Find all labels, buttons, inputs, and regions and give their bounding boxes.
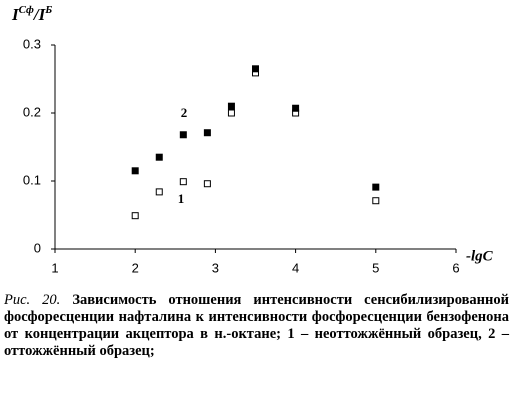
data-point bbox=[179, 131, 187, 139]
data-point bbox=[252, 65, 259, 73]
caption: Рис. 20. Зависимость отношения интенсивн… bbox=[4, 292, 509, 360]
data-point bbox=[292, 104, 300, 112]
caption-label: Рис. 20. bbox=[4, 292, 61, 308]
y-label-part: Сф bbox=[19, 4, 34, 16]
data-point bbox=[372, 183, 380, 191]
data-point bbox=[155, 153, 163, 161]
y-tick-label: 0.2 bbox=[23, 104, 41, 119]
caption-text: Зависимость отношения интенсивности сенс… bbox=[4, 292, 509, 359]
data-point bbox=[203, 129, 211, 137]
y-tick-label: 0.3 bbox=[23, 36, 41, 51]
x-tick-label: 4 bbox=[292, 260, 299, 275]
y-axis-label: IСф/IБ bbox=[11, 4, 52, 24]
data-point bbox=[227, 109, 235, 117]
y-tick-label: 0.1 bbox=[23, 172, 41, 187]
data-point bbox=[372, 197, 380, 205]
chart: IСф/IБ -lgC 0 0.1 0.2 0.3 1 2 3 4 5 6 1 2 bbox=[11, 4, 494, 276]
y-label-part: Б bbox=[44, 4, 52, 16]
x-tick-label: 2 bbox=[132, 260, 139, 275]
data-point bbox=[131, 167, 139, 175]
data-point bbox=[227, 102, 235, 110]
y-label-part: /I bbox=[32, 5, 47, 24]
x-tick-label: 5 bbox=[372, 260, 379, 275]
series-annotation: 2 bbox=[181, 105, 188, 120]
x-tick-label: 3 bbox=[212, 260, 219, 275]
data-point bbox=[203, 180, 211, 188]
data-point bbox=[131, 212, 139, 220]
x-tick-label: 1 bbox=[51, 260, 58, 275]
data-point bbox=[155, 188, 163, 196]
data-point bbox=[179, 178, 187, 186]
y-label-part: I bbox=[11, 5, 20, 24]
x-tick-label: 6 bbox=[452, 260, 459, 275]
series-annotation: 1 bbox=[178, 191, 185, 206]
y-tick-label: 0 bbox=[34, 240, 41, 255]
x-axis-label: -lgC bbox=[466, 248, 494, 264]
